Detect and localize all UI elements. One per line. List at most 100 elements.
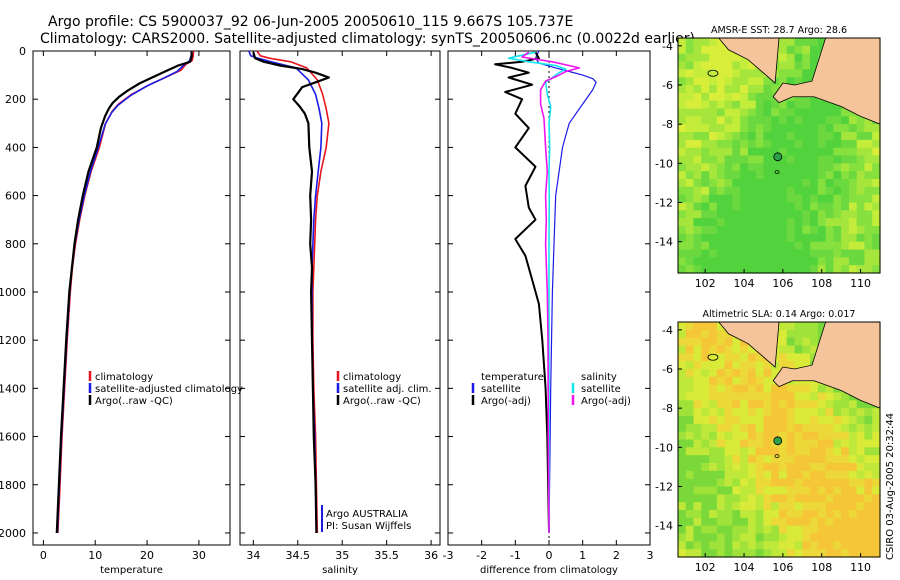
- sla_map-cell: [802, 384, 811, 394]
- sla_map-cell: [817, 384, 827, 394]
- difference-series-line: [494, 51, 550, 534]
- sla_map-cell: [841, 478, 850, 488]
- sst_map-cell: [771, 226, 780, 235]
- sst_map-cell: [685, 108, 695, 117]
- sst_map-cell: [732, 139, 741, 149]
- sst_map-cell: [794, 171, 803, 180]
- sla_map-cell: [802, 337, 811, 347]
- sst_map-cell: [841, 233, 850, 243]
- sla_map-cell: [786, 392, 796, 401]
- sla_map-cell: [833, 517, 842, 527]
- sla_map-cell: [864, 463, 873, 472]
- sla_map-cell: [848, 470, 858, 480]
- sst_map-cell: [685, 155, 695, 164]
- sst_map-cell: [693, 100, 702, 110]
- sla_map-cell: [701, 533, 710, 542]
- sst_map-cell: [794, 241, 803, 251]
- sst_map-cell: [872, 163, 881, 172]
- difference-xtick-label: -1: [510, 549, 521, 562]
- sla_map-cell: [771, 478, 780, 488]
- sla_map-cell: [802, 541, 811, 550]
- sst_map-cell: [833, 233, 842, 243]
- sla_map-cell: [693, 455, 702, 464]
- sst_map-xtick-label: 104: [734, 277, 755, 290]
- sla_map-cell: [817, 423, 827, 433]
- sla_map-cell: [872, 416, 881, 425]
- sla_map-cell: [810, 337, 819, 347]
- sla_map-cell: [763, 447, 772, 456]
- sst_map-cell: [848, 171, 858, 180]
- sst_map-cell: [771, 171, 780, 180]
- sst_map-cell: [740, 108, 749, 117]
- sst_map-cell: [825, 179, 834, 188]
- sla_map-cell: [732, 361, 741, 370]
- sst_map-cell: [864, 194, 873, 204]
- sla_map-cell: [786, 384, 796, 394]
- sst_map-cell: [693, 38, 702, 47]
- sst_map-cell: [732, 116, 741, 125]
- sla_map-cell: [685, 478, 695, 488]
- sst_map-cell: [810, 61, 819, 70]
- sla_map-cell: [779, 423, 788, 433]
- sst_map-cell: [810, 45, 819, 55]
- sst_map-cell: [701, 132, 710, 141]
- sla_map-cell: [747, 392, 757, 401]
- sla_map-cell: [747, 470, 757, 480]
- sst_map-cell: [763, 257, 772, 266]
- sla_map-cell: [817, 486, 827, 495]
- sla_map-cell: [709, 376, 718, 386]
- sla_map-cell: [701, 439, 710, 448]
- sst_map-cell: [724, 116, 733, 125]
- sla_map-cell: [747, 447, 757, 456]
- sla_map-cell: [848, 408, 858, 417]
- sla_map-cell: [771, 533, 780, 542]
- sla_map-cell: [740, 486, 749, 495]
- sst_map-cell: [771, 265, 780, 274]
- sla_map-cell: [856, 510, 866, 519]
- difference-series-line: [521, 51, 581, 534]
- sla_map-cell: [755, 423, 765, 433]
- sst_map-cell: [732, 241, 741, 251]
- sst_map-cell: [794, 53, 803, 63]
- sla_map-cell: [779, 345, 788, 354]
- temperature-xtick-label: 20: [140, 549, 154, 562]
- sst_map-cell: [833, 249, 842, 258]
- sla_map-cell: [771, 400, 780, 409]
- sst_map-cell: [709, 226, 718, 235]
- sst_map-cell: [841, 147, 850, 157]
- sla_map-cell: [771, 463, 780, 472]
- sst_map-cell: [817, 38, 827, 47]
- sla_map-cell: [709, 541, 718, 550]
- temperature-ytick-label: 1600: [0, 431, 26, 444]
- sst_map-cell: [701, 194, 710, 204]
- sla_map-cell: [848, 494, 858, 503]
- sst_map-cell: [701, 202, 710, 211]
- sla_map-cell: [779, 502, 788, 511]
- sst_map-cell: [740, 226, 749, 235]
- sla_map-cell: [817, 439, 827, 448]
- sst_map-cell: [810, 233, 819, 243]
- sla_map-cell: [786, 525, 796, 535]
- sst_map-cell: [693, 61, 702, 70]
- sla_map-cell: [833, 510, 842, 519]
- sla_map-cell: [709, 384, 718, 394]
- sst_map-cell: [825, 155, 834, 164]
- sla_map-cell: [678, 361, 687, 370]
- sst_map-cell: [740, 241, 749, 251]
- sla_map-cell: [763, 369, 772, 378]
- sla_map-cell: [701, 361, 710, 370]
- sst_map-cell: [678, 69, 687, 78]
- sst_map-cell: [763, 171, 772, 180]
- salinity-series-line: [256, 50, 330, 534]
- sst_map-cell: [693, 132, 702, 141]
- sla_map-cell: [755, 478, 765, 488]
- sst_map-cell: [732, 265, 741, 274]
- sst_map-cell: [732, 233, 741, 243]
- sla_map-cell: [825, 533, 834, 542]
- sla_map-cell: [724, 353, 733, 362]
- sla_map-cell: [716, 392, 726, 401]
- sst_map-cell: [794, 194, 803, 204]
- sst_map-cell: [810, 53, 819, 63]
- sst_map-cell: [833, 124, 842, 133]
- sla_map-xtick-label: 110: [850, 561, 871, 574]
